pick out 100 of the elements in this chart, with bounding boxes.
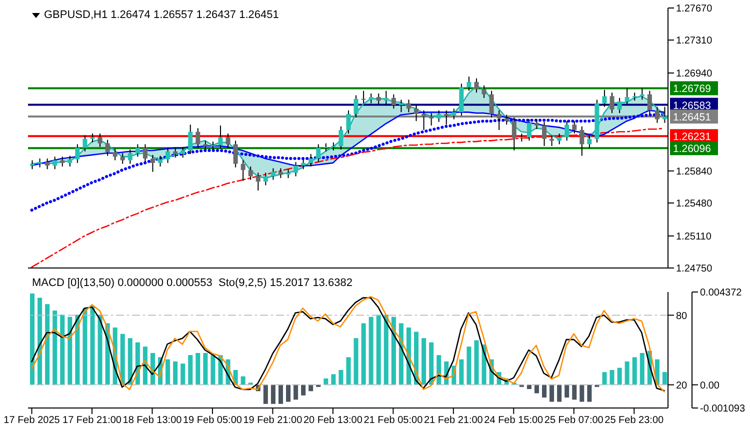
candlestick [654,106,660,124]
candlestick [474,78,479,94]
candlestick [218,125,223,150]
candlestick [301,158,306,170]
bar [30,294,35,385]
candlestick [180,146,186,158]
candlestick [647,90,652,114]
y-tick-label: 1.24750 [676,264,713,275]
candlestick [564,120,570,142]
candlestick [135,144,140,158]
candlestick [414,104,419,122]
x-tick-label: 24 Feb 15:00 [484,415,544,426]
bar [391,316,396,385]
bar [662,372,667,385]
x-tick-label: 17 Feb 2025 [4,415,60,426]
x-tick-label: 25 Feb 23:00 [604,415,664,426]
candlestick [158,155,163,167]
candlestick [226,133,230,148]
candlestick [338,126,344,150]
candlestick [98,133,102,148]
bar [580,384,584,402]
candlestick [68,155,72,167]
candlestick [150,154,155,172]
candlestick [496,110,502,130]
candlestick [112,148,118,161]
candlestick [526,118,532,142]
bar [60,314,65,385]
candlestick [142,144,148,163]
bar [301,384,306,396]
bar [173,361,178,385]
y-tick-label: 1.27670 [676,4,713,15]
candlestick [346,110,351,134]
bar [557,384,562,402]
bar [368,316,374,385]
x-tick-label: 20 Feb 13:00 [303,415,363,426]
candlestick [45,158,50,170]
bar [270,384,276,404]
candlestick [422,110,426,130]
bar [180,364,186,385]
candlestick [278,168,283,179]
candlestick [166,147,170,164]
bar [240,376,246,385]
candlestick [429,112,434,126]
candlestick [572,120,577,134]
candlestick [610,92,614,114]
candlestick [105,139,110,156]
y2-tick-label: -0.001093 [700,404,746,415]
candlestick [294,162,298,177]
candlestick [75,144,80,164]
candlestick [617,97,622,114]
bar [45,304,50,385]
bar [398,323,404,385]
ref-line-label: 1.26583 [673,100,712,112]
candlestick [256,172,260,192]
y2-tick-label: 0.004372 [700,288,742,299]
candlestick [368,92,374,104]
y-tick-label: 1.25840 [676,166,713,178]
candlestick [436,110,442,122]
y2-tick-label: 0.00 [700,380,720,392]
bar [542,384,547,398]
bar [210,355,216,385]
chart-title: GBPUSD,H1 1.26474 1.26557 1.26437 1.26451 [44,9,279,21]
candlestick [128,149,132,164]
bar [550,384,554,402]
candlestick [602,89,607,108]
bar [75,314,80,385]
bar [128,338,132,385]
y-tick-label: 1.25110 [676,231,712,242]
bar [188,355,193,385]
candlestick [316,144,321,163]
ref-line-label: 1.26231 [673,131,712,144]
candlestick [542,121,547,147]
candlestick [354,94,358,118]
bar [346,357,351,385]
bar [572,384,577,400]
candlestick [504,114,509,126]
bar [384,314,388,385]
bar [632,357,637,385]
bar [38,298,42,385]
bar [376,314,381,385]
candlestick [482,84,486,98]
x-tick-label: 17 Feb 21:00 [62,415,122,426]
ref-line-label: 1.26451 [673,112,712,124]
y-tick-label: 80 [676,310,688,322]
bar [459,359,464,385]
x-tick-label: 18 Feb 13:00 [122,415,182,426]
candlestick [308,154,314,167]
bar [534,384,539,394]
bar [196,352,200,385]
candlestick [240,160,246,182]
bar [602,372,607,385]
bar [166,359,170,385]
bar [294,384,298,400]
bar [610,370,614,385]
bar [429,342,434,385]
bar [354,338,358,385]
bar [466,346,472,385]
bar [624,361,630,385]
y-tick-label: 1.25480 [676,198,713,210]
x-tick-label: 19 Feb 21:00 [243,415,303,426]
